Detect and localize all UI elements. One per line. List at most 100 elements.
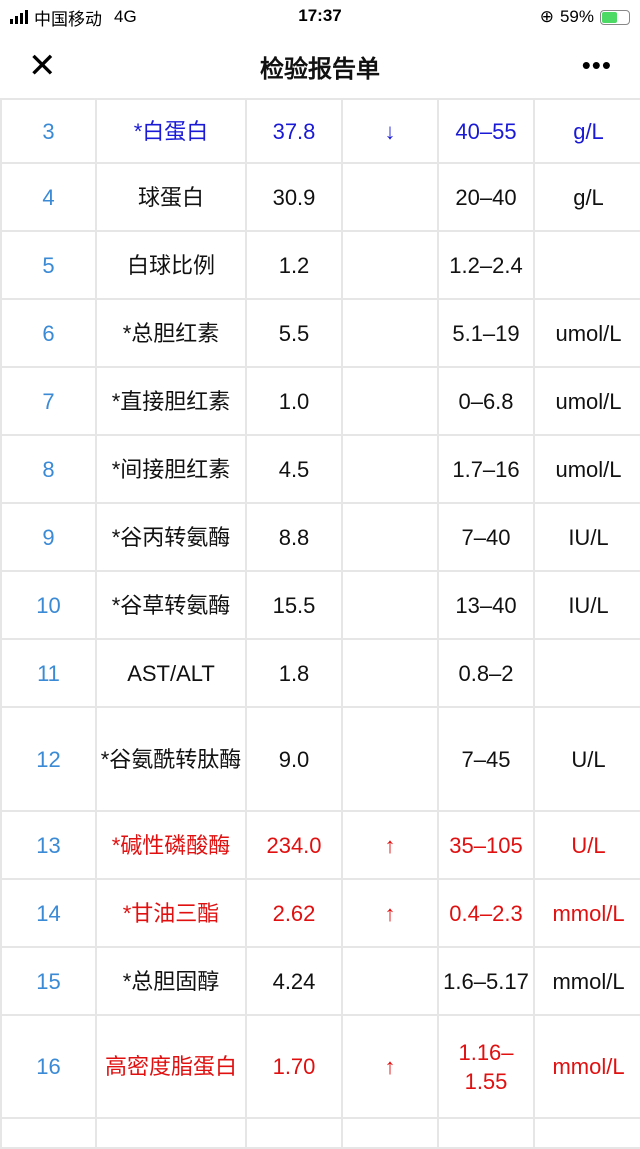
nav-bar: ✕ 检验报告单 ••• (0, 34, 640, 98)
abnormal-flag: ↑ (341, 1014, 439, 1119)
test-value: 15.5 (245, 570, 343, 640)
table-row: 5 白球比例 1.2 1.2–2.4 (0, 230, 640, 300)
test-name: *谷草转氨酶 (95, 570, 247, 640)
test-name: *谷氨酰转肽酶 (95, 706, 247, 812)
test-value: 1.0 (245, 366, 343, 436)
unit (533, 230, 640, 300)
table-row: 3 *白蛋白 37.8 ↓ 40–55 g/L (0, 98, 640, 164)
unit: g/L (533, 98, 640, 164)
test-value: 4.5 (245, 434, 343, 504)
abnormal-flag: ↑ (341, 878, 439, 948)
row-index: 7 (0, 366, 97, 436)
row-index: 13 (0, 810, 97, 880)
abnormal-flag (341, 434, 439, 504)
row-index: 5 (0, 230, 97, 300)
row-index: 4 (0, 162, 97, 232)
reference-range: 7–40 (437, 502, 535, 572)
battery-icon (600, 9, 630, 25)
test-value: 1.70 (245, 1014, 343, 1119)
test-name: *直接胆红素 (95, 366, 247, 436)
table-row: 8 *间接胆红素 4.5 1.7–16 umol/L (0, 434, 640, 504)
test-name: *碱性磷酸酶 (95, 810, 247, 880)
row-index: 6 (0, 298, 97, 368)
reference-range: 0–6.8 (437, 366, 535, 436)
test-value: 37.8 (245, 98, 343, 164)
unit: mmol/L (533, 878, 640, 948)
row-index: 12 (0, 706, 97, 812)
reference-range: 0.4–2.3 (437, 878, 535, 948)
unit: umol/L (533, 434, 640, 504)
unit: U/L (533, 706, 640, 812)
abnormal-flag (341, 706, 439, 812)
table-row: 9 *谷丙转氨酶 8.8 7–40 IU/L (0, 502, 640, 572)
test-name: 白球比例 (95, 230, 247, 300)
close-icon[interactable]: ✕ (28, 47, 57, 85)
more-icon[interactable]: ••• (581, 50, 612, 80)
empty-cell (0, 1117, 97, 1149)
report-table: 3 *白蛋白 37.8 ↓ 40–55 g/L 4 球蛋白 30.9 20–40 g/L 5 白球比例 1… (0, 98, 640, 1149)
test-value: 4.24 (245, 946, 343, 1016)
test-name: *甘油三酯 (95, 878, 247, 948)
reference-range: 13–40 (437, 570, 535, 640)
test-value: 9.0 (245, 706, 343, 812)
row-index: 8 (0, 434, 97, 504)
empty-cell (533, 1117, 640, 1149)
test-name: 高密度脂蛋白 (95, 1014, 247, 1119)
unit: mmol/L (533, 1014, 640, 1119)
unit: g/L (533, 162, 640, 232)
table-row: 7 *直接胆红素 1.0 0–6.8 umol/L (0, 366, 640, 436)
unit: IU/L (533, 570, 640, 640)
unit (533, 638, 640, 708)
test-name: *间接胆红素 (95, 434, 247, 504)
test-name: *谷丙转氨酶 (95, 502, 247, 572)
test-name: AST/ALT (95, 638, 247, 708)
empty-cell (95, 1117, 247, 1149)
abnormal-flag (341, 298, 439, 368)
table-row: 4 球蛋白 30.9 20–40 g/L (0, 162, 640, 232)
reference-range: 7–45 (437, 706, 535, 812)
reference-range: 1.7–16 (437, 434, 535, 504)
empty-cell (245, 1117, 343, 1149)
empty-cell (341, 1117, 439, 1149)
row-index: 3 (0, 98, 97, 164)
test-value: 234.0 (245, 810, 343, 880)
test-value: 30.9 (245, 162, 343, 232)
reference-range: 40–55 (437, 98, 535, 164)
page-title: 检验报告单 (260, 55, 380, 83)
test-name: *总胆固醇 (95, 946, 247, 1016)
abnormal-flag (341, 638, 439, 708)
row-index: 14 (0, 878, 97, 948)
unit: umol/L (533, 366, 640, 436)
abnormal-flag (341, 366, 439, 436)
test-value: 5.5 (245, 298, 343, 368)
table-row: 14 *甘油三酯 2.62 ↑ 0.4–2.3 mmol/L (0, 878, 640, 948)
reference-range: 5.1–19 (437, 298, 535, 368)
table-row: 11 AST/ALT 1.8 0.8–2 (0, 638, 640, 708)
test-value: 8.8 (245, 502, 343, 572)
abnormal-flag (341, 946, 439, 1016)
reference-range: 0.8–2 (437, 638, 535, 708)
test-name: *总胆红素 (95, 298, 247, 368)
test-value: 1.2 (245, 230, 343, 300)
unit: U/L (533, 810, 640, 880)
abnormal-flag: ↓ (341, 98, 439, 164)
row-index: 15 (0, 946, 97, 1016)
test-value: 1.8 (245, 638, 343, 708)
signal-icon (10, 10, 28, 24)
network-type: 4G (114, 7, 137, 26)
reference-range: 1.6–5.17 (437, 946, 535, 1016)
abnormal-flag (341, 570, 439, 640)
battery-percent: 59% (559, 7, 594, 26)
row-index: 10 (0, 570, 97, 640)
table-row: 12 *谷氨酰转肽酶 9.0 7–45 U/L (0, 706, 640, 812)
unit: umol/L (533, 298, 640, 368)
rotation-lock-icon: ⊕ (539, 7, 554, 26)
table-row: 15 *总胆固醇 4.24 1.6–5.17 mmol/L (0, 946, 640, 1016)
empty-cell (437, 1117, 535, 1149)
test-name: 球蛋白 (95, 162, 247, 232)
test-name: *白蛋白 (95, 98, 247, 164)
table-row: 13 *碱性磷酸酶 234.0 ↑ 35–105 U/L (0, 810, 640, 880)
abnormal-flag (341, 502, 439, 572)
row-index: 11 (0, 638, 97, 708)
test-value: 2.62 (245, 878, 343, 948)
